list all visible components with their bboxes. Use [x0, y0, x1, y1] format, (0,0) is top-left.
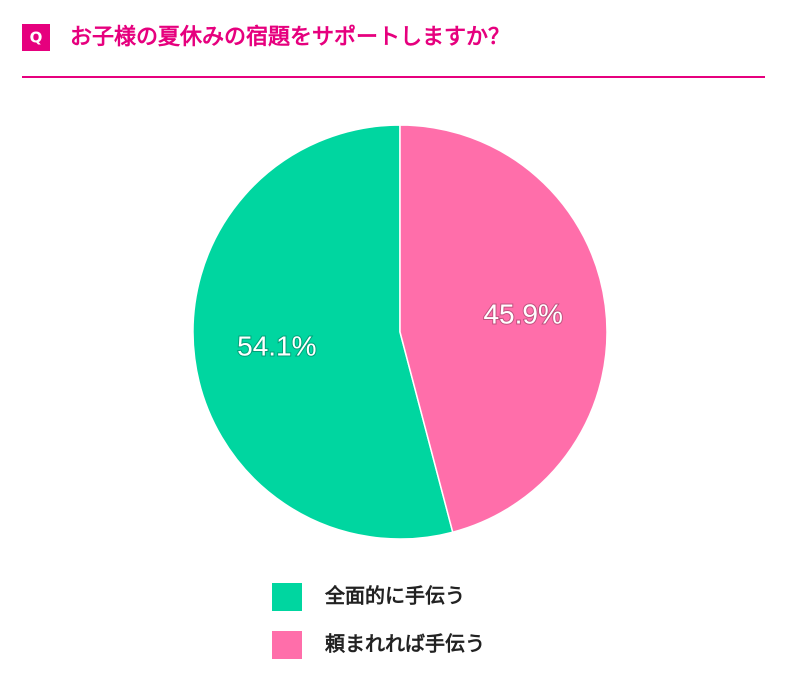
legend-label: 頼まれれば手伝う: [325, 632, 485, 656]
pie-slice: [399, 124, 608, 534]
legend-swatch: [272, 583, 302, 611]
legend-label: 全面的に手伝う: [324, 584, 465, 608]
pie-slice: [192, 124, 454, 540]
chart-title: お子様の夏休みの宿題をサポートしますか？: [70, 24, 510, 50]
badge: Q: [30, 29, 43, 47]
value-label: 45.9%: [483, 298, 562, 329]
value-label: 54.1%: [237, 330, 316, 361]
legend-swatch: [272, 631, 302, 659]
badge-box: [22, 24, 50, 51]
